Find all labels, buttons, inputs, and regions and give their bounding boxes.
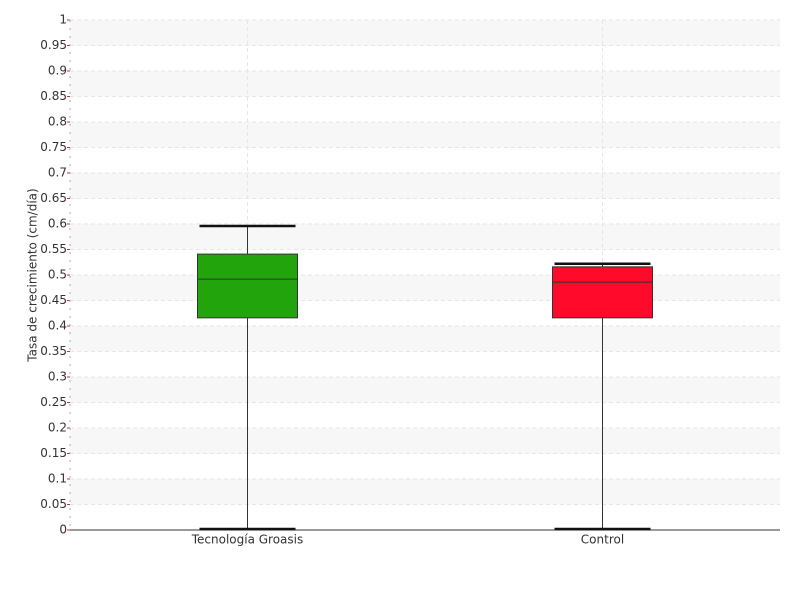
y-tick-label: 0.9	[48, 64, 67, 78]
y-tick-label: 0.5	[48, 268, 67, 282]
y-tick-label: 0.7	[48, 166, 67, 180]
x-tick-label: Tecnología Groasis	[191, 533, 304, 547]
y-tick-label: 0.6	[48, 217, 67, 231]
grid-band	[70, 122, 780, 148]
y-tick-label: 0.65	[40, 191, 67, 205]
y-tick-label: 0.75	[40, 140, 67, 154]
y-tick-label: 0.95	[40, 38, 67, 52]
grid-band	[70, 428, 780, 454]
grid-band	[70, 326, 780, 352]
box	[552, 266, 653, 319]
y-tick-label: 0.2	[48, 421, 67, 435]
grid-band	[70, 479, 780, 505]
y-tick-label: 0.3	[48, 370, 67, 384]
y-tick-label: 0.25	[40, 395, 67, 409]
grid-band	[70, 20, 780, 46]
grid-band	[70, 377, 780, 403]
y-tick-label: 0.15	[40, 446, 67, 460]
grid-band	[70, 71, 780, 97]
y-tick-label: 0.05	[40, 497, 67, 511]
x-tick-label: Control	[581, 533, 624, 547]
y-tick-label: 1	[59, 13, 67, 27]
y-tick-label: 0.8	[48, 115, 67, 129]
y-tick-label: 0.1	[48, 472, 67, 486]
y-tick-label: 0.35	[40, 344, 67, 358]
y-tick-label: 0	[59, 523, 67, 537]
grid-band	[70, 224, 780, 250]
y-tick-label: 0.45	[40, 293, 67, 307]
grid-band	[70, 275, 780, 301]
grid-band	[70, 173, 780, 199]
y-tick-label: 0.85	[40, 89, 67, 103]
y-tick-label: 0.55	[40, 242, 67, 256]
box	[197, 253, 298, 319]
y-tick-label: 0.4	[48, 319, 67, 333]
y-axis-label: Tasa de crecimiento (cm/día)	[26, 188, 40, 362]
